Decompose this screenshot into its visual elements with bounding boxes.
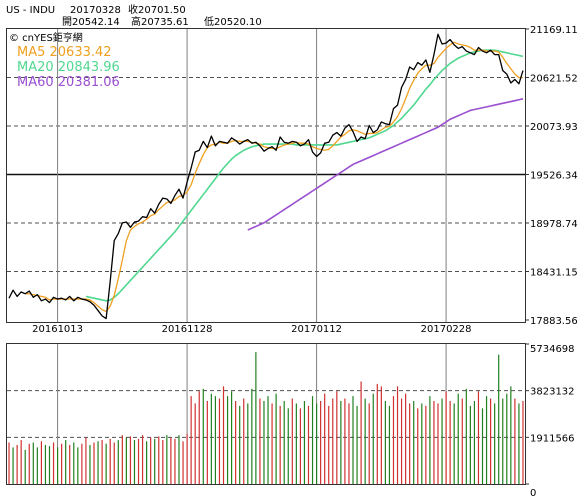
- header-high: 高20735.61: [131, 15, 189, 28]
- header-symbol: US - INDU: [6, 5, 55, 16]
- price-y-labels: 21169.11 20621.52 20073.93 19526.34 18978.74…: [530, 25, 578, 327]
- legend-entry: MA20 20843.96: [17, 60, 120, 75]
- price-x-tick-label: 20161128: [162, 324, 213, 335]
- volume-bars: [8, 352, 524, 484]
- price-x-tick-label: 20170112: [291, 324, 342, 335]
- volume-y-tick-label: 1911566: [530, 433, 575, 444]
- price-y-tick-label: 17883.56: [530, 316, 578, 327]
- volume-y-tick-label: 5734698: [530, 344, 575, 355]
- price-y-tick-label: 19526.34: [530, 170, 578, 181]
- price-x-labels: 20161013 20161128 20170112 20170228: [32, 324, 471, 335]
- volume-y-labels: 5734698 3823132 1911566 0: [530, 344, 575, 499]
- series-line-ma60: [247, 98, 524, 231]
- header-close: 收20701.50: [128, 3, 186, 16]
- price-y-tick-label: 18978.74: [530, 219, 578, 230]
- volume-y-tick-label: 0: [530, 488, 536, 499]
- series-line-price: [8, 33, 524, 320]
- price-grid: [7, 28, 529, 322]
- watermark: © cnYES鉅亨網: [9, 31, 83, 44]
- price-x-tick-label: 20170228: [421, 324, 472, 335]
- volume-panel-frame: [6, 343, 526, 485]
- price-y-tick-label: 20073.93: [530, 122, 578, 133]
- legend-entry: MA5 20633.42: [17, 45, 112, 60]
- volume-y-tick-label: 3823132: [530, 387, 575, 398]
- price-x-tick-label: 20161013: [32, 324, 83, 335]
- header-low: 低20520.10: [204, 15, 262, 28]
- price-lines: [8, 33, 524, 320]
- header-date: 20170328: [70, 5, 121, 16]
- header-open: 開20542.14: [62, 16, 120, 28]
- price-y-tick-label: 20621.52: [530, 73, 578, 84]
- price-y-tick-label: 18431.15: [530, 268, 578, 279]
- legend-entry: MA60 20381.06: [17, 75, 120, 90]
- price-y-tick-label: 21169.11: [530, 25, 578, 36]
- series-line-ma20: [85, 49, 524, 302]
